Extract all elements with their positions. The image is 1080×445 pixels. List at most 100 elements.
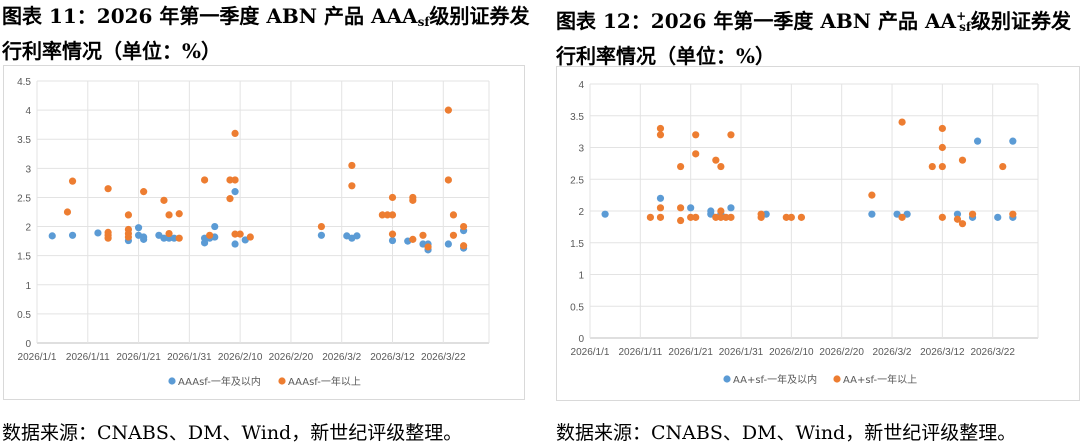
x-tick-label: 2026/2/10 xyxy=(769,347,814,358)
data-point xyxy=(206,231,214,239)
legend-marker xyxy=(723,375,731,383)
data-point xyxy=(1009,210,1017,218)
data-point xyxy=(717,162,725,171)
data-point xyxy=(797,213,806,221)
data-point xyxy=(953,210,962,218)
rating: AAA xyxy=(371,4,418,28)
data-point xyxy=(124,211,133,219)
data-point xyxy=(160,234,168,242)
data-point xyxy=(677,216,685,225)
data-point xyxy=(601,210,609,218)
data-point xyxy=(958,220,967,228)
y-tick-label: 1.5 xyxy=(17,252,31,263)
data-point xyxy=(953,215,962,223)
scatter-chart-right: 0 0.5 1 1.5 2 2.5 3 3.5 4 2026/1/1 2026/1/11 2026/1… xyxy=(570,80,1039,386)
legend-label: AA+sf-一年及以内 xyxy=(733,373,817,386)
x-tick-label: 2026/1/21 xyxy=(116,352,161,363)
data-point xyxy=(68,231,77,239)
x-tick-label: 2026/3/22 xyxy=(421,352,466,363)
data-point xyxy=(677,204,685,212)
y-tick-label: 4.5 xyxy=(17,77,31,88)
data-point xyxy=(727,204,735,212)
data-point xyxy=(717,207,725,215)
data-point xyxy=(444,240,452,248)
data-point xyxy=(246,233,254,241)
data-point xyxy=(444,106,452,114)
x-tick-label: 2026/1/1 xyxy=(18,352,57,363)
data-point xyxy=(898,213,906,221)
rating-sub: sf xyxy=(417,15,430,29)
y-tick-label: 3.5 xyxy=(17,135,31,146)
y-tick-label: 0.5 xyxy=(570,302,584,313)
data-point xyxy=(388,236,397,245)
title-suffix: 级别证券发 xyxy=(971,9,1072,33)
title-line2: 行利率情况（单位：%） xyxy=(2,39,222,63)
rating-sup: + xyxy=(956,9,967,23)
legend-label: AAAsf-一年及以内 xyxy=(178,375,261,388)
title-line1: 图表 11：2026 年第一季度 ABN 产品 AAAsf级别证券发 xyxy=(2,2,530,37)
x-tick-label: 2026/3/2 xyxy=(322,352,361,363)
data-point xyxy=(409,196,417,204)
data-point xyxy=(1009,137,1017,145)
data-point xyxy=(687,204,695,212)
data-point xyxy=(449,211,458,219)
data-point xyxy=(63,208,72,216)
data-point xyxy=(938,162,946,171)
data-point xyxy=(48,232,56,240)
title-line2: 行利率情况（单位：%） xyxy=(556,44,776,68)
data-point xyxy=(170,234,178,242)
data-point xyxy=(999,162,1007,171)
data-point xyxy=(646,213,655,221)
data-point xyxy=(94,229,102,237)
title-prefix: 图表 11：2026 年第一季度 ABN 产品 xyxy=(2,4,372,28)
data-point xyxy=(868,210,876,218)
y-tick-label: 2.5 xyxy=(17,193,31,204)
data-point xyxy=(165,211,173,219)
data-point xyxy=(104,234,112,242)
title-prefix: 图表 12：2026 年第一季度 ABN 产品 xyxy=(556,9,926,33)
data-point xyxy=(757,210,765,218)
data-point xyxy=(687,213,695,221)
data-point xyxy=(231,240,239,248)
data-point xyxy=(226,195,234,203)
data-point xyxy=(656,204,665,212)
data-point xyxy=(160,196,168,204)
y-tick-label: 1 xyxy=(578,271,584,282)
data-point xyxy=(419,231,427,239)
data-point xyxy=(722,213,730,221)
data-point xyxy=(782,213,790,221)
data-point xyxy=(656,213,665,221)
data-point xyxy=(898,118,906,126)
data-point xyxy=(727,131,735,139)
data-point xyxy=(409,235,417,243)
data-point xyxy=(938,143,946,152)
data-point xyxy=(727,213,735,221)
data-point xyxy=(994,213,1002,221)
data-point xyxy=(958,156,967,164)
y-tick-label: 1.5 xyxy=(570,239,584,250)
title-line1: 图表 12：2026 年第一季度 ABN 产品 AA+sf级别证券发 xyxy=(556,2,1071,42)
data-point xyxy=(353,232,361,240)
data-point xyxy=(348,161,356,170)
y-tick-label: 1 xyxy=(25,281,31,292)
x-tick-label: 2026/1/11 xyxy=(66,352,110,363)
y-tick-label: 4 xyxy=(578,80,584,91)
legend-marker xyxy=(278,377,286,385)
data-point xyxy=(656,124,665,133)
data-point xyxy=(231,188,239,196)
data-point xyxy=(787,213,795,221)
data-point xyxy=(656,131,665,139)
x-tick-label: 2026/1/31 xyxy=(167,352,212,363)
data-point xyxy=(388,211,397,219)
x-tick-label: 2026/1/21 xyxy=(668,347,713,358)
x-tick-label: 2026/3/12 xyxy=(370,352,415,363)
data-point xyxy=(973,137,982,145)
y-tick-label: 2 xyxy=(578,207,584,218)
x-tick-label: 2026/2/10 xyxy=(218,352,263,363)
x-tick-label: 2026/3/22 xyxy=(970,347,1015,358)
legend-marker xyxy=(833,375,841,383)
source-note-left: 数据来源：CNABS、DM、Wind，新世纪评级整理。 xyxy=(2,422,463,444)
data-point xyxy=(424,243,432,251)
source-note-right: 数据来源：CNABS、DM、Wind，新世纪评级整理。 xyxy=(556,422,1017,444)
chart-right: 0 0.5 1 1.5 2 2.5 3 3.5 4 2026/1/1 2026/1/11 2026/1… xyxy=(556,66,1080,401)
